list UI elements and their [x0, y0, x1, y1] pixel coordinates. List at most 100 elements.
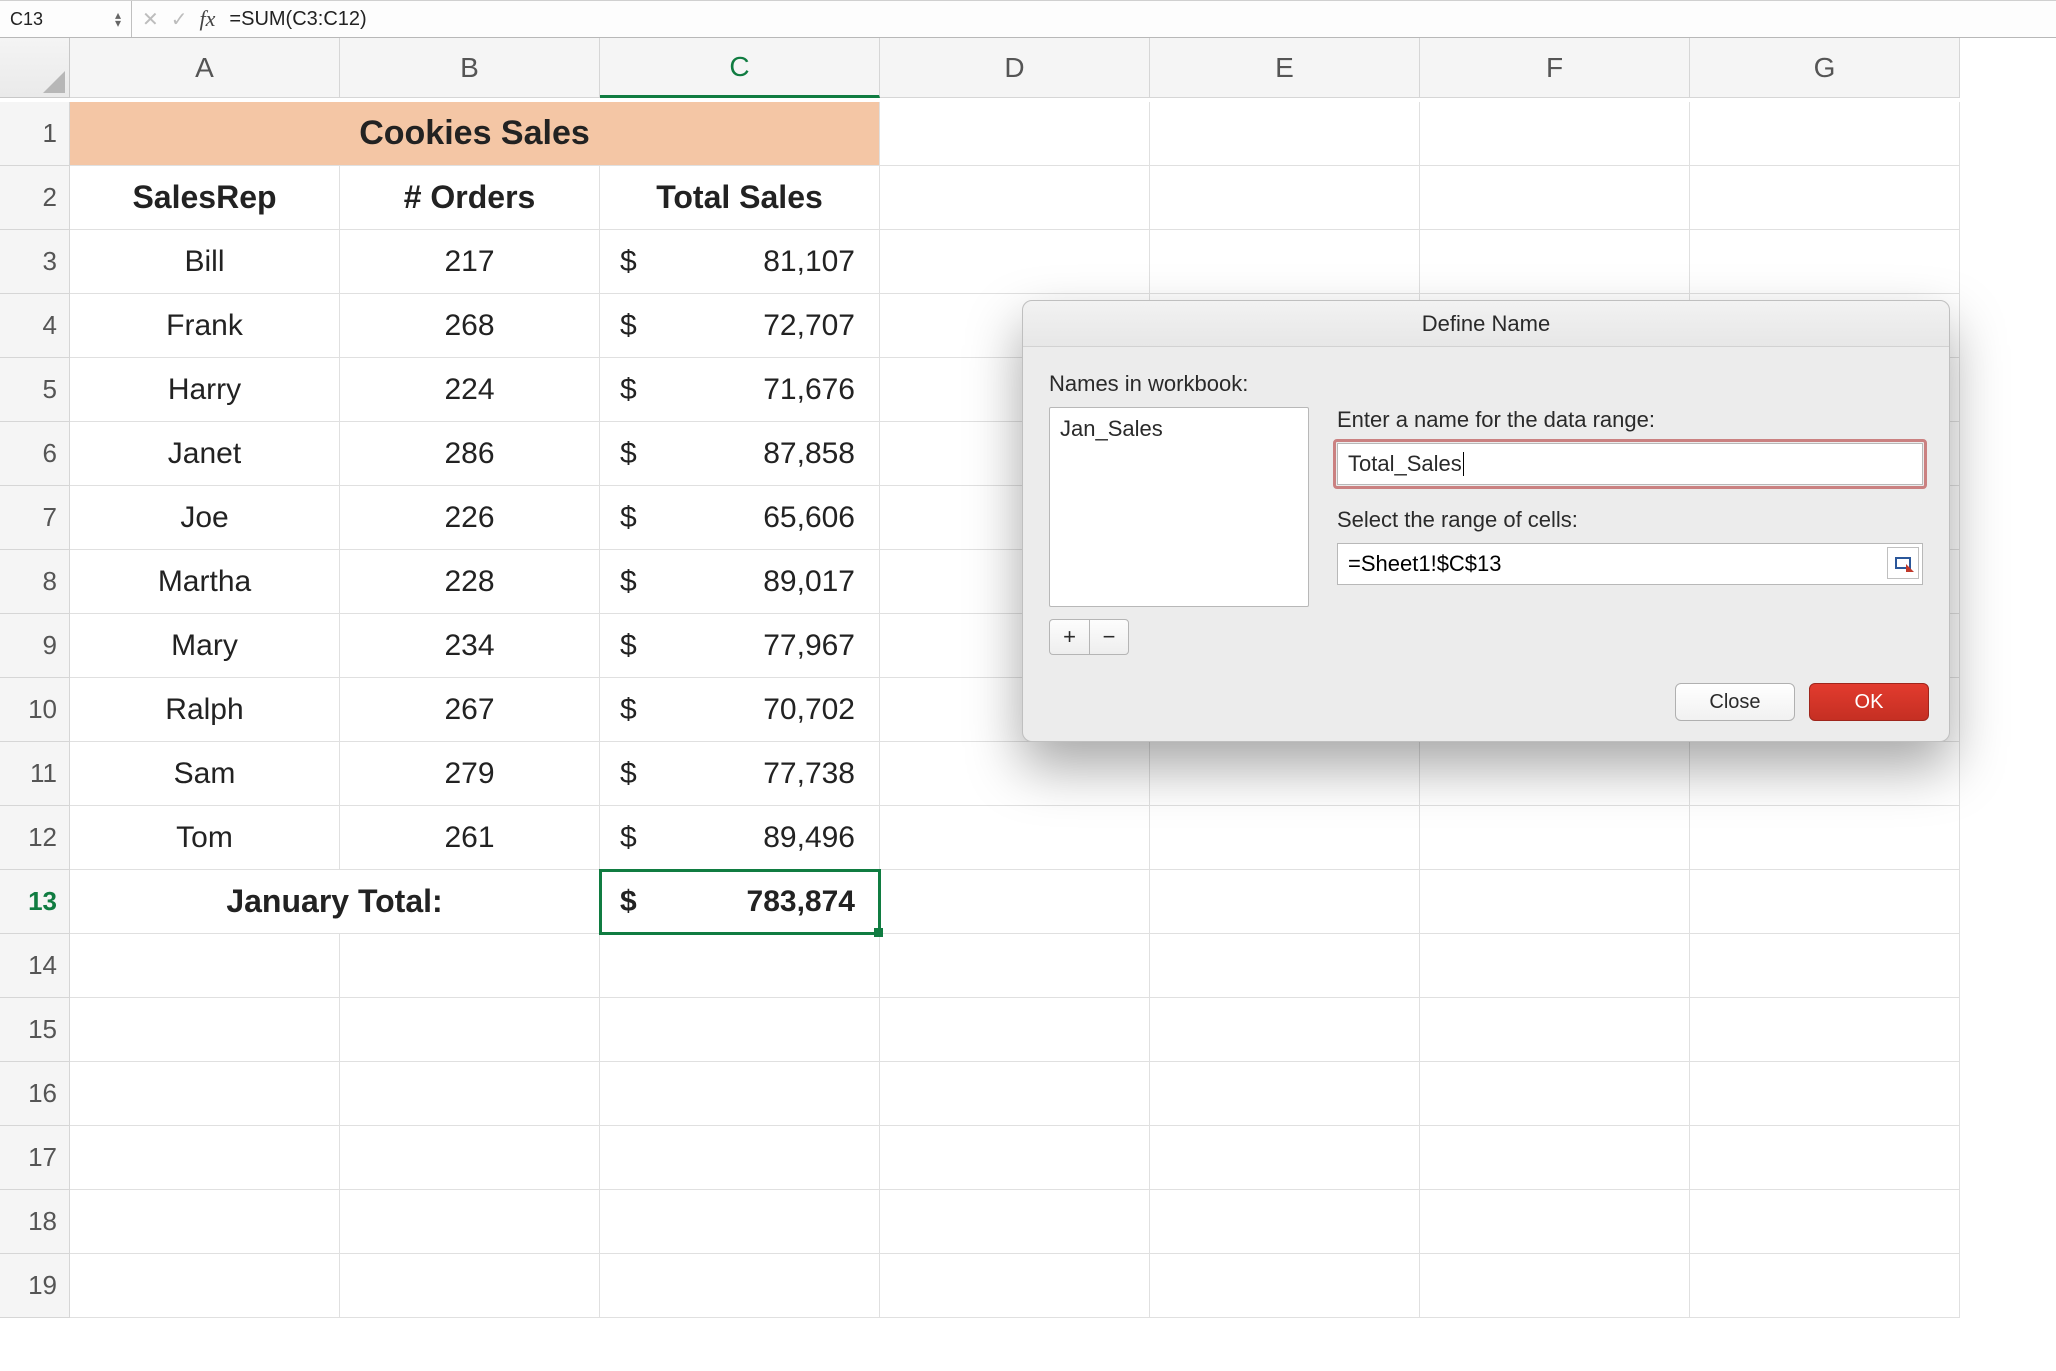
- cancel-formula-icon[interactable]: ✕: [142, 7, 159, 32]
- cell-e3[interactable]: [1150, 230, 1420, 294]
- row-header-14[interactable]: 14: [0, 934, 70, 998]
- cell-e15[interactable]: [1150, 998, 1420, 1062]
- cell-f2[interactable]: [1420, 166, 1690, 230]
- cell-orders[interactable]: 228: [340, 550, 600, 614]
- cell-g3[interactable]: [1690, 230, 1960, 294]
- cell-orders[interactable]: 267: [340, 678, 600, 742]
- row-header-17[interactable]: 17: [0, 1126, 70, 1190]
- add-name-button[interactable]: +: [1049, 619, 1089, 655]
- names-listbox[interactable]: Jan_Sales: [1049, 407, 1309, 607]
- cell-d1[interactable]: [880, 102, 1150, 166]
- cell-salesrep[interactable]: Joe: [70, 486, 340, 550]
- cell-salesrep[interactable]: Ralph: [70, 678, 340, 742]
- cell-salesrep[interactable]: Janet: [70, 422, 340, 486]
- remove-name-button[interactable]: −: [1089, 619, 1129, 655]
- formula-input[interactable]: [225, 1, 2056, 37]
- cell-b19[interactable]: [340, 1254, 600, 1318]
- cell-a17[interactable]: [70, 1126, 340, 1190]
- cell-e16[interactable]: [1150, 1062, 1420, 1126]
- cell-c15[interactable]: [600, 998, 880, 1062]
- row-header-4[interactable]: 4: [0, 294, 70, 358]
- header-total-sales[interactable]: Total Sales: [600, 166, 880, 230]
- cell-e1[interactable]: [1150, 102, 1420, 166]
- cell-salesrep[interactable]: Bill: [70, 230, 340, 294]
- col-header-b[interactable]: B: [340, 38, 600, 98]
- january-total-label[interactable]: January Total:: [70, 870, 600, 934]
- row-header-15[interactable]: 15: [0, 998, 70, 1062]
- cell-total-sales[interactable]: $77,738: [600, 742, 880, 806]
- cell-f1[interactable]: [1420, 102, 1690, 166]
- cell-total-sales[interactable]: $81,107: [600, 230, 880, 294]
- cell-g14[interactable]: [1690, 934, 1960, 998]
- cell-orders[interactable]: 217: [340, 230, 600, 294]
- col-header-d[interactable]: D: [880, 38, 1150, 98]
- cell-salesrep[interactable]: Harry: [70, 358, 340, 422]
- cell-b15[interactable]: [340, 998, 600, 1062]
- row-header-13[interactable]: 13: [0, 870, 70, 934]
- cell-g19[interactable]: [1690, 1254, 1960, 1318]
- cell-d14[interactable]: [880, 934, 1150, 998]
- row-header-8[interactable]: 8: [0, 550, 70, 614]
- cell-e19[interactable]: [1150, 1254, 1420, 1318]
- cell-g16[interactable]: [1690, 1062, 1960, 1126]
- name-box[interactable]: C13 ▴ ▾: [0, 1, 132, 37]
- col-header-c[interactable]: C: [600, 38, 880, 98]
- cell-g12[interactable]: [1690, 806, 1960, 870]
- select-all-corner[interactable]: [0, 38, 70, 98]
- cell-a16[interactable]: [70, 1062, 340, 1126]
- cell-c14[interactable]: [600, 934, 880, 998]
- row-header-10[interactable]: 10: [0, 678, 70, 742]
- row-header-5[interactable]: 5: [0, 358, 70, 422]
- cell-orders[interactable]: 286: [340, 422, 600, 486]
- cell-orders[interactable]: 224: [340, 358, 600, 422]
- title-cell[interactable]: Cookies Sales: [70, 102, 880, 166]
- cell-b16[interactable]: [340, 1062, 600, 1126]
- cell-a14[interactable]: [70, 934, 340, 998]
- cell-g11[interactable]: [1690, 742, 1960, 806]
- cell-d16[interactable]: [880, 1062, 1150, 1126]
- cell-total-sales[interactable]: $72,707: [600, 294, 880, 358]
- existing-name-item[interactable]: Jan_Sales: [1060, 416, 1298, 442]
- cell-salesrep[interactable]: Frank: [70, 294, 340, 358]
- cell-c18[interactable]: [600, 1190, 880, 1254]
- col-header-e[interactable]: E: [1150, 38, 1420, 98]
- close-button[interactable]: Close: [1675, 683, 1795, 721]
- cell-d15[interactable]: [880, 998, 1150, 1062]
- cell-orders[interactable]: 234: [340, 614, 600, 678]
- header-orders[interactable]: # Orders: [340, 166, 600, 230]
- cell-b18[interactable]: [340, 1190, 600, 1254]
- cell-g2[interactable]: [1690, 166, 1960, 230]
- cell-d19[interactable]: [880, 1254, 1150, 1318]
- accept-formula-icon[interactable]: ✓: [171, 7, 188, 32]
- cell-total-sales[interactable]: $77,967: [600, 614, 880, 678]
- cell-e17[interactable]: [1150, 1126, 1420, 1190]
- range-picker-button[interactable]: [1887, 547, 1919, 579]
- cell-b17[interactable]: [340, 1126, 600, 1190]
- cell-c19[interactable]: [600, 1254, 880, 1318]
- cell-orders[interactable]: 261: [340, 806, 600, 870]
- row-header-18[interactable]: 18: [0, 1190, 70, 1254]
- cell-orders[interactable]: 226: [340, 486, 600, 550]
- row-header-3[interactable]: 3: [0, 230, 70, 294]
- cell-f12[interactable]: [1420, 806, 1690, 870]
- cell-f3[interactable]: [1420, 230, 1690, 294]
- cell-f11[interactable]: [1420, 742, 1690, 806]
- cell-a18[interactable]: [70, 1190, 340, 1254]
- cell-f15[interactable]: [1420, 998, 1690, 1062]
- cell-c16[interactable]: [600, 1062, 880, 1126]
- row-header-11[interactable]: 11: [0, 742, 70, 806]
- cell-total-sales[interactable]: $89,496: [600, 806, 880, 870]
- row-header-7[interactable]: 7: [0, 486, 70, 550]
- cell-f18[interactable]: [1420, 1190, 1690, 1254]
- row-header-9[interactable]: 9: [0, 614, 70, 678]
- cell-g18[interactable]: [1690, 1190, 1960, 1254]
- cell-total-sales[interactable]: $87,858: [600, 422, 880, 486]
- cell-d12[interactable]: [880, 806, 1150, 870]
- cell-orders[interactable]: 279: [340, 742, 600, 806]
- cell-total-sales[interactable]: $70,702: [600, 678, 880, 742]
- cell-e2[interactable]: [1150, 166, 1420, 230]
- row-header-2[interactable]: 2: [0, 166, 70, 230]
- cell-salesrep[interactable]: Mary: [70, 614, 340, 678]
- cell-total-sales[interactable]: $89,017: [600, 550, 880, 614]
- cell-g17[interactable]: [1690, 1126, 1960, 1190]
